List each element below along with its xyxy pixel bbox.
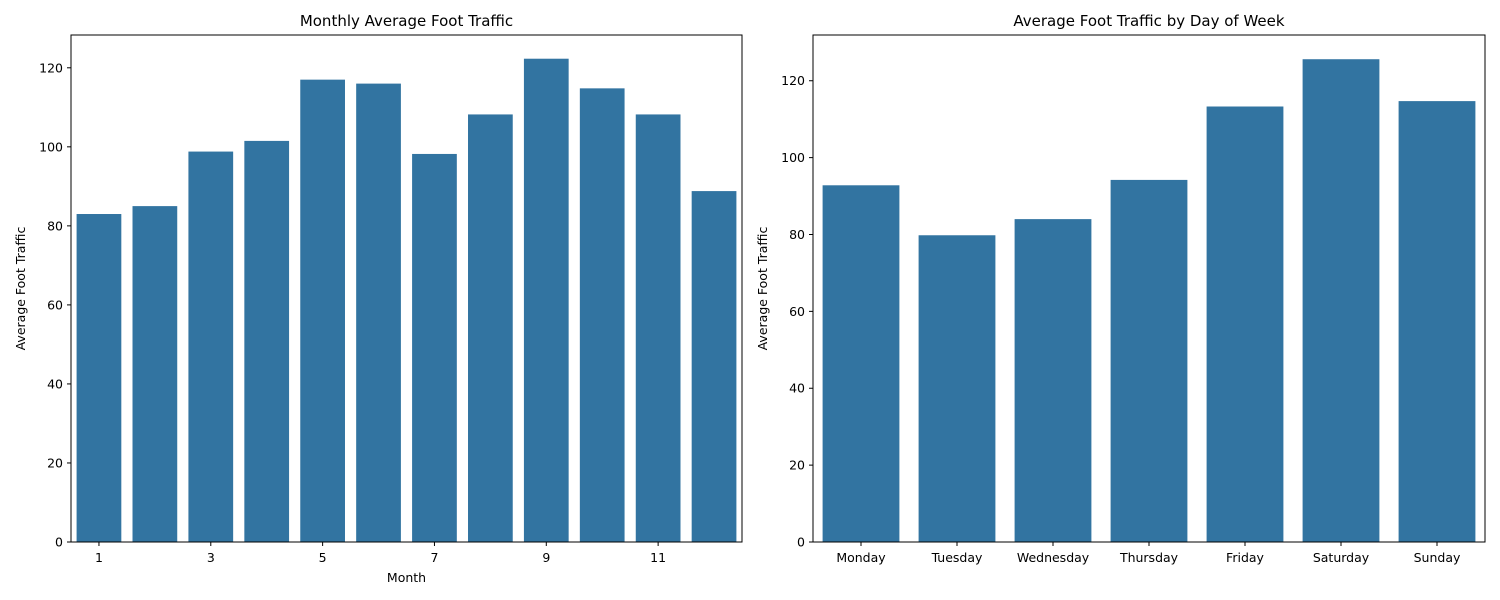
y-tick-label: 20: [789, 458, 805, 473]
x-tick-label: Thursday: [1119, 550, 1179, 565]
x-tick-label: Wednesday: [1017, 550, 1090, 565]
bar-10: [579, 88, 625, 542]
x-tick-label: Sunday: [1414, 550, 1461, 565]
bar-2: [132, 206, 178, 543]
bar-8: [468, 114, 513, 543]
y-tick-label: 40: [789, 381, 805, 396]
y-tick-label: 0: [797, 535, 805, 550]
y-tick-label: 100: [39, 139, 63, 154]
bar-thursday: [1110, 179, 1188, 542]
y-axis-label: Average Foot Traffic: [755, 226, 770, 350]
y-tick-label: 20: [47, 455, 63, 470]
x-tick-label: 1: [95, 550, 103, 565]
bar-wednesday: [1014, 219, 1092, 542]
y-tick-label: 100: [781, 150, 805, 165]
x-tick-label: Friday: [1226, 550, 1264, 565]
x-tick-label: Monday: [836, 550, 886, 565]
chart-title: Average Foot Traffic by Day of Week: [1013, 12, 1284, 30]
y-axis-label: Average Foot Traffic: [13, 226, 28, 350]
bar-9: [523, 58, 569, 543]
y-tick-label: 0: [55, 535, 63, 550]
chart-2: 0 20 40 60 80 100 120 Monday Tuesday Wednesday Thu…: [755, 12, 1486, 565]
bar-sunday: [1398, 101, 1476, 543]
bar-1: [76, 214, 122, 542]
plot-frame: [70, 34, 743, 543]
bar-11: [635, 114, 681, 543]
y-tick-label: 120: [39, 60, 63, 75]
y-tick-label: 80: [47, 218, 63, 233]
bar-6: [356, 83, 401, 543]
y-tick-label: 120: [781, 73, 805, 88]
bar-7: [412, 153, 457, 542]
x-tick-label: 9: [542, 550, 550, 565]
bar-monday: [822, 185, 900, 543]
x-axis-label: Month: [387, 570, 426, 585]
chart-1: 0 20 40 60 80 100 120 1 3 5 7 9 11 Monthly Average Fo…: [13, 12, 743, 585]
y-tick-label: 60: [789, 304, 805, 319]
chart-title: Monthly Average Foot Traffic: [300, 12, 513, 30]
y-tick-label: 60: [47, 297, 63, 312]
bar-3: [188, 151, 234, 542]
x-tick-label: Tuesday: [931, 550, 983, 565]
bar-tuesday: [918, 235, 996, 542]
bar-4: [244, 140, 290, 542]
x-tick-label: Saturday: [1313, 550, 1370, 565]
y-tick-label: 40: [47, 376, 63, 391]
x-tick-label: 5: [319, 550, 327, 565]
x-tick-label: 3: [207, 550, 215, 565]
bar-saturday: [1302, 59, 1380, 542]
x-tick-label: 11: [650, 550, 666, 565]
x-tick-label: 7: [430, 550, 438, 565]
y-tick-label: 80: [789, 227, 805, 242]
bar-friday: [1206, 106, 1284, 542]
bar-5: [300, 79, 345, 543]
bar-12: [691, 191, 737, 542]
